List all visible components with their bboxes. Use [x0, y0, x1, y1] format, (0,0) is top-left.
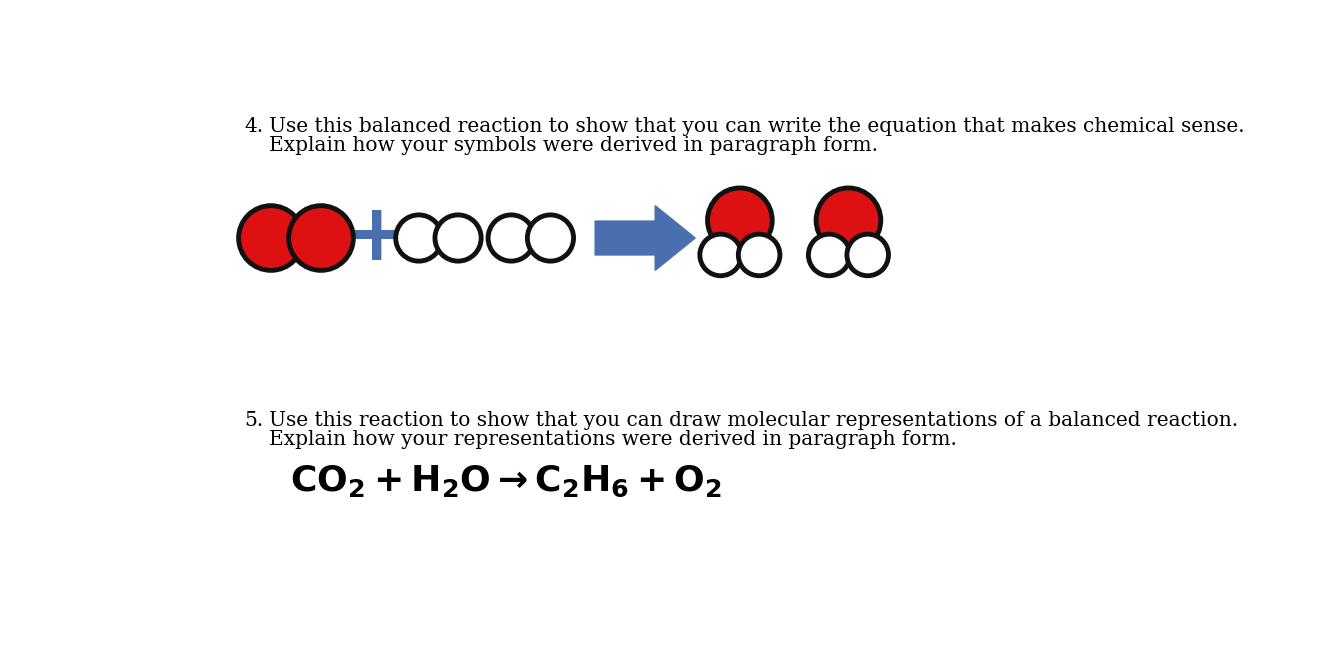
Circle shape: [395, 215, 442, 261]
Circle shape: [239, 206, 303, 271]
Text: 4.: 4.: [244, 117, 263, 136]
Circle shape: [288, 206, 354, 271]
Circle shape: [708, 188, 772, 253]
Circle shape: [699, 234, 741, 276]
Text: Use this balanced reaction to show that you can write the equation that makes ch: Use this balanced reaction to show that …: [269, 117, 1245, 136]
Circle shape: [528, 215, 574, 261]
Polygon shape: [595, 206, 695, 271]
Circle shape: [738, 234, 780, 276]
Circle shape: [488, 215, 535, 261]
Circle shape: [436, 215, 481, 261]
Circle shape: [808, 234, 850, 276]
Text: 5.: 5.: [244, 411, 263, 430]
Text: Explain how your representations were derived in paragraph form.: Explain how your representations were de…: [269, 430, 957, 449]
Text: Use this reaction to show that you can draw molecular representations of a balan: Use this reaction to show that you can d…: [269, 411, 1238, 430]
Circle shape: [816, 188, 880, 253]
Text: +: +: [343, 199, 410, 277]
Text: Explain how your symbols were derived in paragraph form.: Explain how your symbols were derived in…: [269, 136, 879, 154]
Circle shape: [847, 234, 888, 276]
Text: $\mathbf{CO_2 + H_2O \rightarrow C_2H_6 + O_2}$: $\mathbf{CO_2 + H_2O \rightarrow C_2H_6 …: [291, 464, 722, 499]
